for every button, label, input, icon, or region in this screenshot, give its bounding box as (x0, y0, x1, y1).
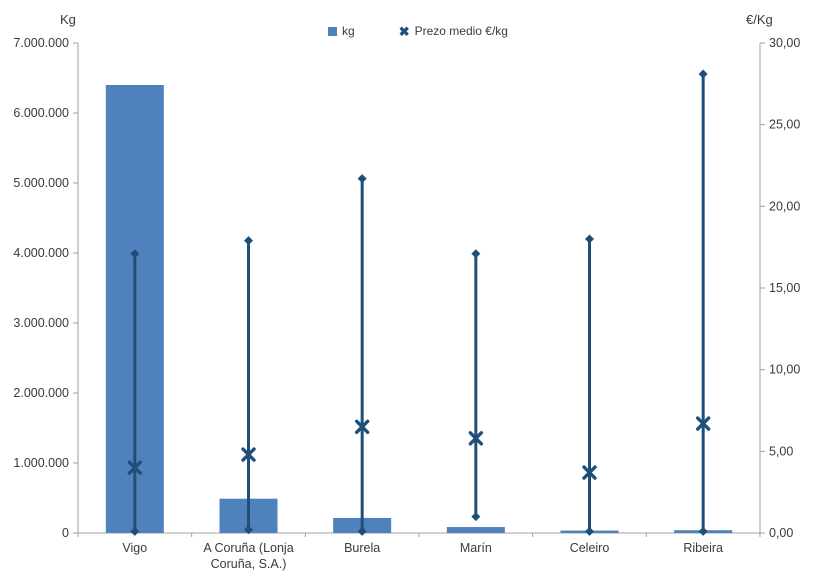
left-axis-tick-label: 4.000.000 (13, 246, 69, 260)
category-label: A Coruña (Lonja (203, 541, 293, 555)
range-low-marker (585, 526, 594, 536)
left-axis-tick-label: 5.000.000 (13, 176, 69, 190)
category-label: Vigo (122, 541, 147, 555)
right-axis-tick-label: 30,00 (769, 36, 800, 50)
x-marker-icon: ✖ (398, 23, 410, 39)
range-high-marker (357, 174, 367, 184)
right-axis-tick-label: 5,00 (769, 444, 793, 458)
left-axis-tick-label: 7.000.000 (13, 36, 69, 50)
legend-kg-label: kg (342, 24, 355, 38)
left-axis-tick-label: 2.000.000 (13, 386, 69, 400)
left-axis-tick-label: 6.000.000 (13, 106, 69, 120)
left-axis-tick-label: 0 (62, 526, 69, 540)
category-label: Burela (344, 541, 380, 555)
bar-series-swatch-icon (328, 26, 337, 36)
range-high-marker (585, 234, 594, 244)
legend-item-kg: kg (328, 24, 355, 38)
mean-x-marker (241, 447, 256, 462)
legend-prezo-label: Prezo medio €/kg (414, 24, 508, 38)
right-axis-tick-label: 15,00 (769, 281, 800, 295)
mean-x-marker (695, 416, 711, 431)
category-label: Celeiro (570, 541, 610, 555)
mean-x-marker (468, 431, 484, 446)
right-axis-tick-label: 0,00 (769, 526, 793, 540)
range-high-marker (244, 236, 253, 246)
category-label: Ribeira (683, 541, 723, 555)
left-axis-tick-label: 3.000.000 (13, 316, 69, 330)
mean-x-marker (127, 460, 143, 475)
left-axis-title: Kg (60, 12, 76, 27)
right-axis-tick-label: 25,00 (769, 118, 800, 132)
right-axis-tick-label: 10,00 (769, 363, 800, 377)
range-high-marker (698, 69, 708, 79)
legend-item-prezo-medio: ✖ Prezo medio €/kg (399, 24, 508, 38)
bar (446, 527, 505, 533)
chart-legend: kg ✖ Prezo medio €/kg (328, 24, 508, 38)
mean-x-marker (582, 465, 597, 480)
right-axis-title: €/Kg (746, 12, 773, 27)
range-high-marker (130, 249, 140, 259)
mean-x-marker (354, 419, 370, 435)
range-low-marker (471, 512, 481, 522)
range-low-marker (698, 526, 708, 536)
range-low-marker (130, 526, 140, 536)
range-high-marker (471, 249, 481, 259)
range-low-marker (357, 526, 367, 536)
range-low-marker (244, 525, 253, 535)
left-axis-tick-label: 1.000.000 (13, 456, 69, 470)
right-axis-tick-label: 20,00 (769, 199, 800, 213)
category-label: Coruña, S.A.) (211, 557, 287, 571)
category-label: Marín (460, 541, 492, 555)
